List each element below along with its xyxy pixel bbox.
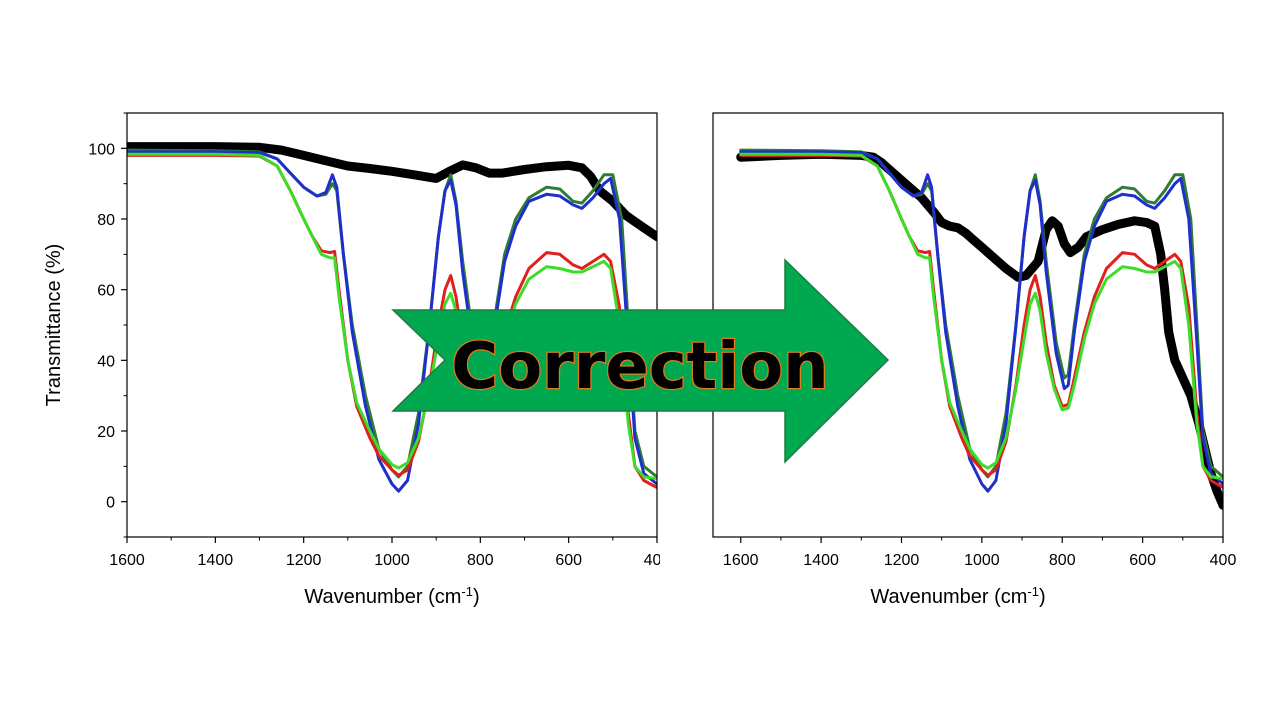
x-tick-label: 1400 xyxy=(803,552,839,569)
y-tick-label: 80 xyxy=(97,212,115,229)
x-tick-label: 600 xyxy=(555,552,582,569)
series-line-3 xyxy=(127,153,657,489)
series-line-0 xyxy=(736,149,1223,510)
x-tick-label: 800 xyxy=(1049,552,1076,569)
x-tick-label: 1200 xyxy=(286,552,322,569)
right-chart-after-correction: 1600 1400 1200 1000 800 600 400 Wavenumber (cm-… xyxy=(712,112,1237,609)
x-axis-title: Wavenumber (cm-1) xyxy=(870,584,1045,609)
arrow-shape xyxy=(391,258,890,464)
left-chart-before-correction: 1600 1400 1200 1000 800 600 400020406080100Tra… xyxy=(43,112,670,609)
x-tick-label: 1600 xyxy=(109,552,145,569)
x-tick-label: 1200 xyxy=(884,552,920,569)
y-axis-title: Transmittance (%) xyxy=(43,244,65,407)
series-line-1 xyxy=(127,148,657,479)
series-line-0 xyxy=(127,142,657,242)
y-tick-label: 100 xyxy=(88,141,115,158)
series-line-2 xyxy=(739,150,1223,493)
plot-area xyxy=(127,142,657,493)
y-tick-label: 0 xyxy=(106,495,115,512)
series-line-2 xyxy=(127,150,657,493)
y-tick-label: 40 xyxy=(97,353,115,370)
plot-area xyxy=(736,148,1223,510)
crop-mask xyxy=(660,540,712,570)
x-tick-label: 600 xyxy=(1129,552,1156,569)
series-line-1 xyxy=(739,148,1223,479)
correction-arrow: Correction xyxy=(391,258,890,464)
x-tick-label: 1000 xyxy=(374,552,410,569)
y-tick-label: 60 xyxy=(97,283,115,300)
arrow-label: Correction xyxy=(451,330,828,404)
series-line-4 xyxy=(739,152,1223,481)
x-axis-title: Wavenumber (cm-1) xyxy=(304,584,479,609)
x-tick-label: 1400 xyxy=(198,552,234,569)
x-tick-label: 800 xyxy=(467,552,494,569)
x-tick-label: 1600 xyxy=(723,552,759,569)
x-tick-label: 1000 xyxy=(964,552,1000,569)
x-tick-label: 400 xyxy=(1210,552,1237,569)
series-line-3 xyxy=(739,153,1223,489)
series-line-4 xyxy=(127,152,657,481)
y-tick-label: 20 xyxy=(97,424,115,441)
